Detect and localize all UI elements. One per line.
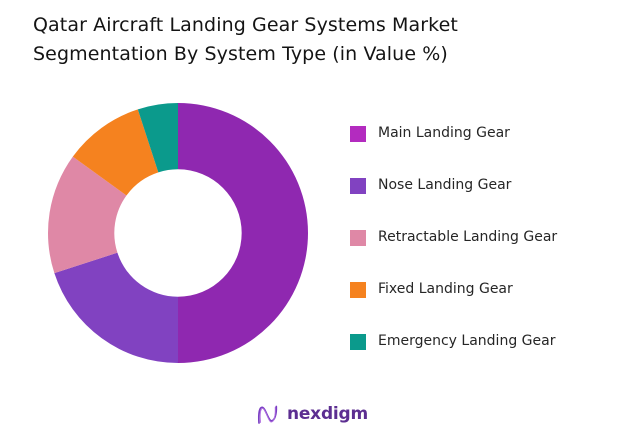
donut-segment-nose-landing-gear	[54, 252, 178, 363]
legend-item-main-landing-gear: Main Landing Gear	[350, 125, 557, 142]
donut-segment-main-landing-gear	[178, 103, 308, 363]
legend-label: Emergency Landing Gear	[378, 333, 556, 349]
legend-label: Retractable Landing Gear	[378, 229, 558, 245]
legend-swatch-retractable-landing-gear	[350, 229, 366, 246]
brand-wordmark: nexdigm	[286, 404, 369, 424]
legend-item-retractable-landing-gear: Retractable Landing Gear	[350, 229, 557, 246]
legend-swatch-emergency-landing-gear	[350, 333, 366, 350]
chart-title-line1: Qatar Aircraft Landing Gear Systems Mark…	[33, 14, 458, 36]
chart-title-line2: Segmentation By System Type (in Value %)	[33, 43, 448, 65]
chart-title: Qatar Aircraft Landing Gear Systems Mark…	[33, 11, 458, 69]
donut-segment-fixed-landing-gear	[72, 109, 159, 196]
legend-label: Fixed Landing Gear	[378, 281, 513, 297]
legend-label: Main Landing Gear	[378, 125, 510, 141]
legend-item-emergency-landing-gear: Emergency Landing Gear	[350, 333, 557, 350]
legend-swatch-main-landing-gear	[350, 125, 366, 142]
legend-swatch-nose-landing-gear	[350, 177, 366, 194]
legend: Main Landing Gear Nose Landing Gear Retrac…	[350, 125, 557, 385]
donut-segment-retractable-landing-gear	[47, 156, 127, 274]
brand-footer: nexdigm	[0, 399, 623, 429]
donut-chart-area	[46, 101, 310, 365]
legend-item-fixed-landing-gear: Fixed Landing Gear	[350, 281, 557, 298]
nexdigm-logo-icon	[257, 405, 278, 424]
legend-item-nose-landing-gear: Nose Landing Gear	[350, 177, 557, 194]
donut-segment-emergency-landing-gear	[137, 103, 178, 173]
legend-label: Nose Landing Gear	[378, 177, 512, 193]
logo-stroke-echo	[259, 407, 276, 423]
legend-swatch-fixed-landing-gear	[350, 281, 366, 298]
donut-chart	[47, 103, 308, 363]
